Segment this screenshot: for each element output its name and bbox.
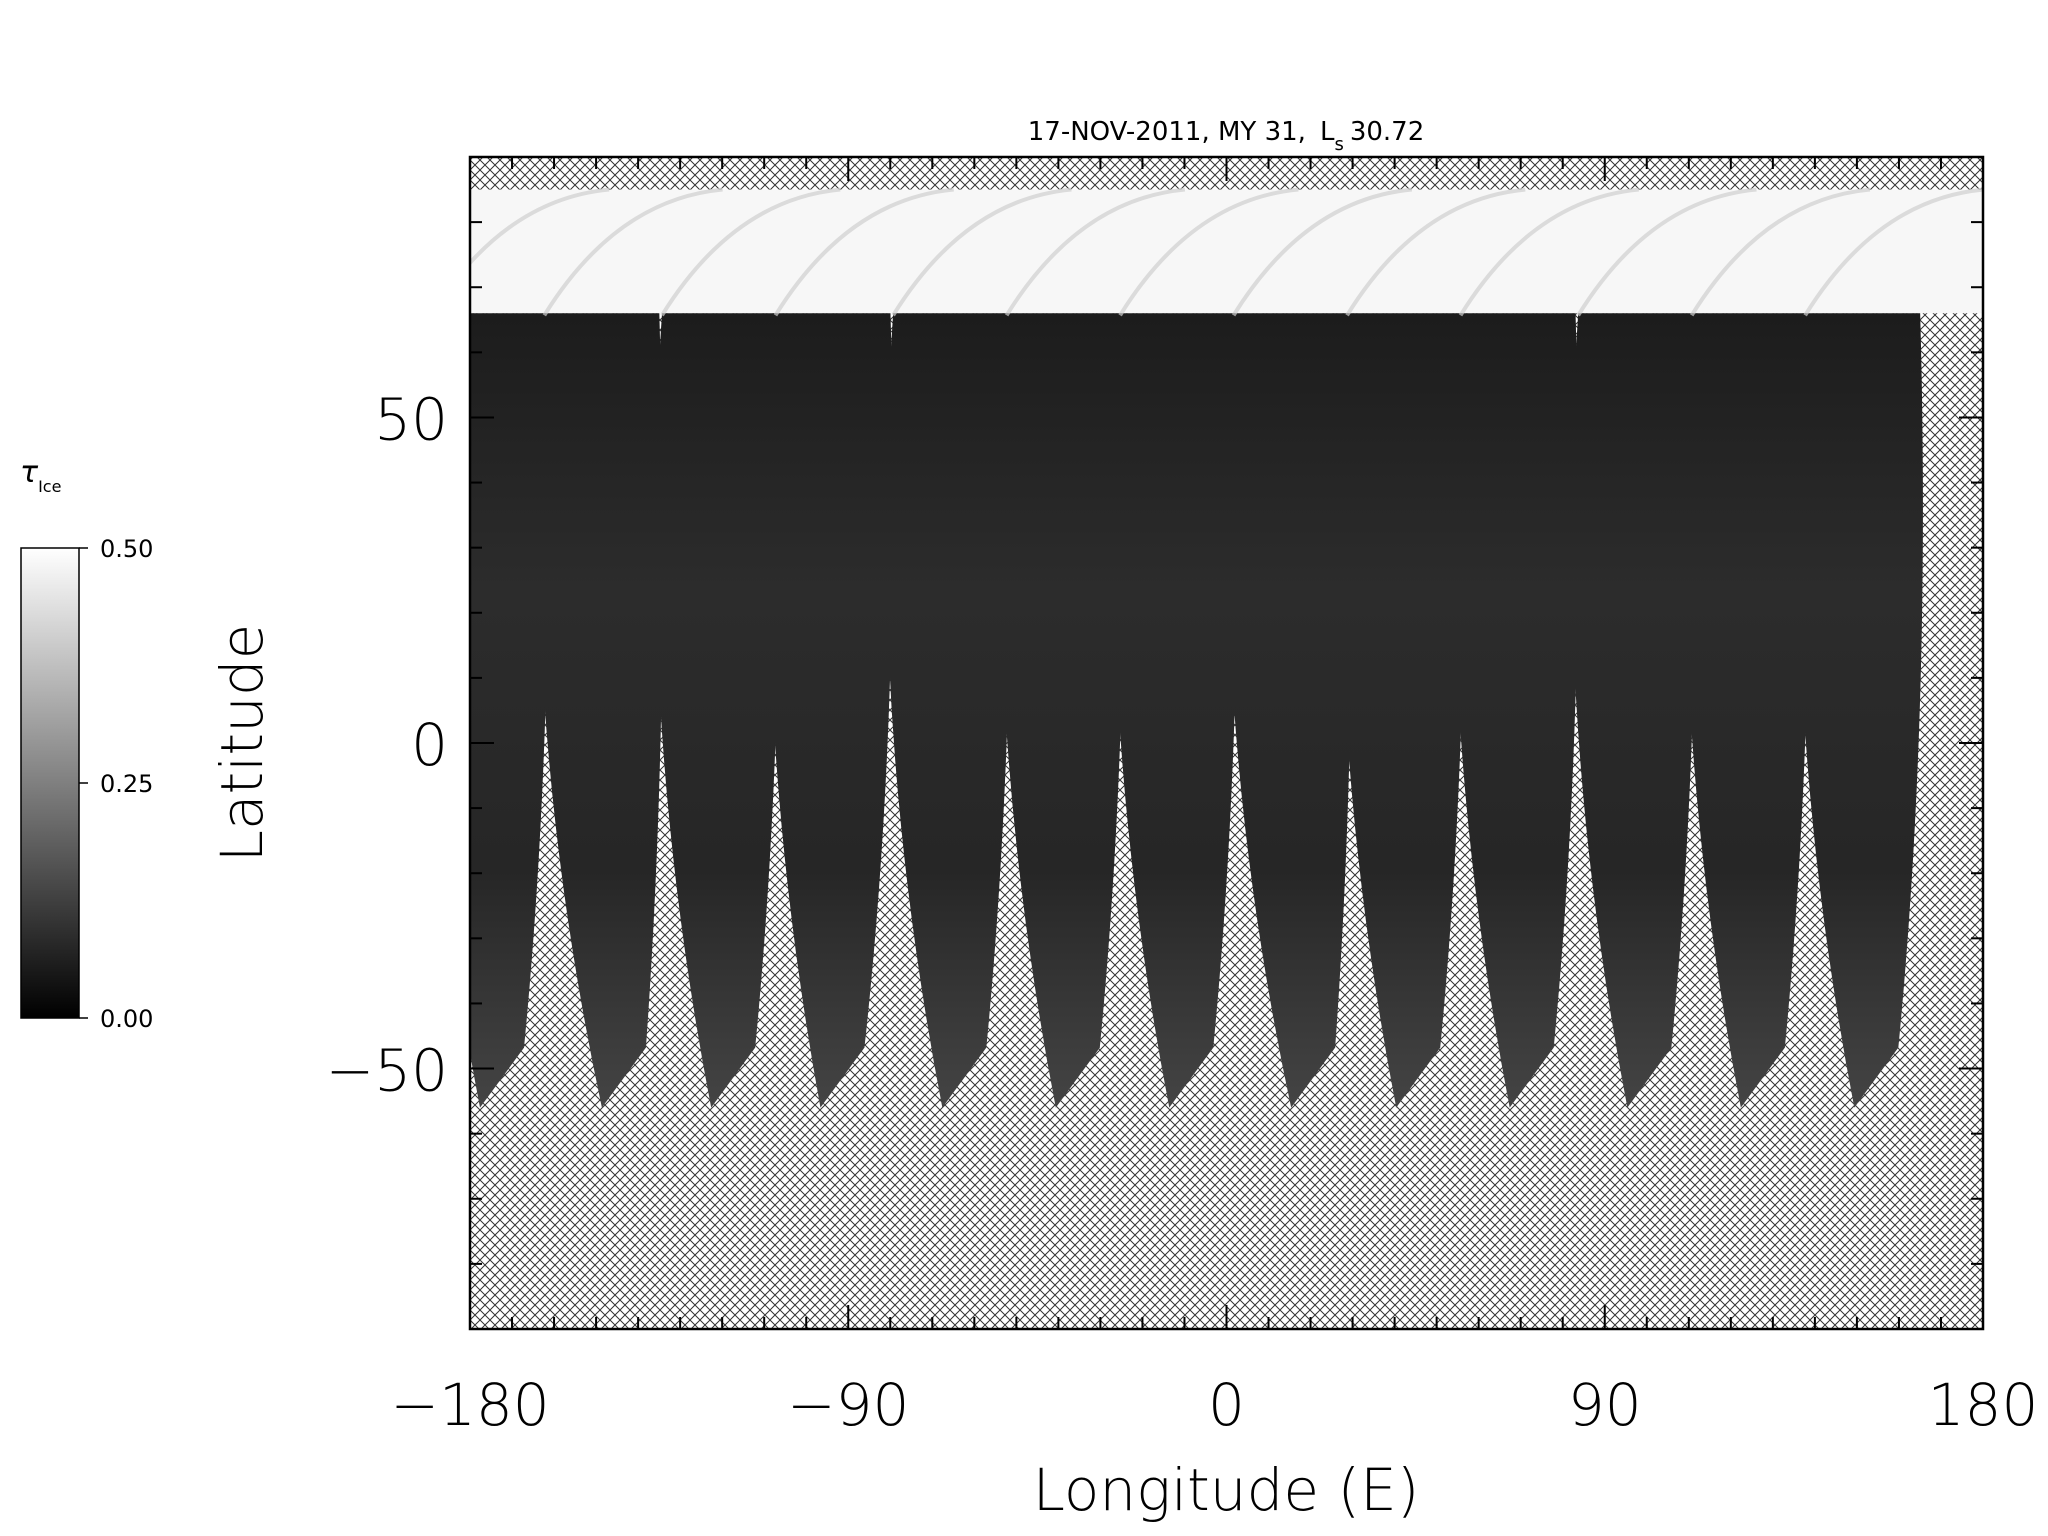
data-swath: [654, 313, 780, 1108]
polar-cap-edge: [891, 187, 1072, 317]
data-swath: [1112, 313, 1238, 1108]
swath-group: [470, 187, 1983, 1108]
data-swath: [1684, 313, 1810, 1108]
polar-cap-edge: [1231, 187, 1413, 317]
plot-area: [470, 157, 1983, 1329]
colorbar-ticks: 0.50 0.25 0.00: [79, 535, 153, 1033]
data-swath: [999, 313, 1125, 1108]
data-swath: [767, 313, 894, 1108]
y-axis-title: Latitude: [208, 624, 276, 863]
polar-cap-edge: [1576, 187, 1757, 317]
data-swath: [537, 313, 663, 1108]
data-swath: [1339, 313, 1465, 1108]
x-axis-title: Longitude (E): [1033, 1456, 1420, 1524]
polar-cap-edge: [542, 187, 723, 317]
colorbar-tick-label: 0.50: [100, 535, 153, 563]
y-tick-label: −50: [326, 1037, 448, 1105]
colorbar-gradient: [20, 547, 80, 1019]
chart-title: 17-NOV-2011, MY 31, Ls 30.72: [1028, 117, 1425, 155]
y-tick-label: 0: [411, 711, 448, 779]
colorbar: τIce 0.50 0.25 0.00: [20, 455, 153, 1033]
colorbar-label: τIce: [20, 455, 61, 496]
data-swath: [1453, 313, 1579, 1108]
data-swath: [1797, 313, 1923, 1108]
polar-cap-edge: [1345, 187, 1526, 317]
y-tick-label: 50: [374, 385, 448, 453]
polar-cap-edge: [773, 187, 954, 317]
colorbar-tick-label: 0.25: [100, 770, 153, 798]
colorbar-tick-label: 0.00: [100, 1005, 153, 1033]
polar-cap-edge: [660, 187, 841, 317]
polar-cap-edge: [1803, 187, 1983, 317]
x-tick-label: 0: [1208, 1371, 1245, 1439]
data-swath: [1570, 313, 1696, 1108]
x-tick-label: 90: [1568, 1371, 1642, 1439]
polar-cap-edge: [1118, 187, 1299, 317]
data-swath: [470, 313, 549, 1108]
data-swath: [1226, 313, 1353, 1108]
polar-cap-edge: [1689, 187, 1871, 317]
polar-cap-edge: [1004, 187, 1186, 317]
x-tick-label: 180: [1928, 1371, 2039, 1439]
polar-cap-edge: [470, 187, 610, 266]
tick-marks: [470, 157, 1983, 1329]
x-tick-label: −180: [390, 1371, 549, 1439]
polar-cap-edge: [1458, 187, 1639, 317]
x-tick-label: −90: [787, 1371, 909, 1439]
tick-labels: −180 −90 0 90 180 50 0 −50: [326, 385, 2039, 1439]
data-swath: [885, 313, 1011, 1108]
